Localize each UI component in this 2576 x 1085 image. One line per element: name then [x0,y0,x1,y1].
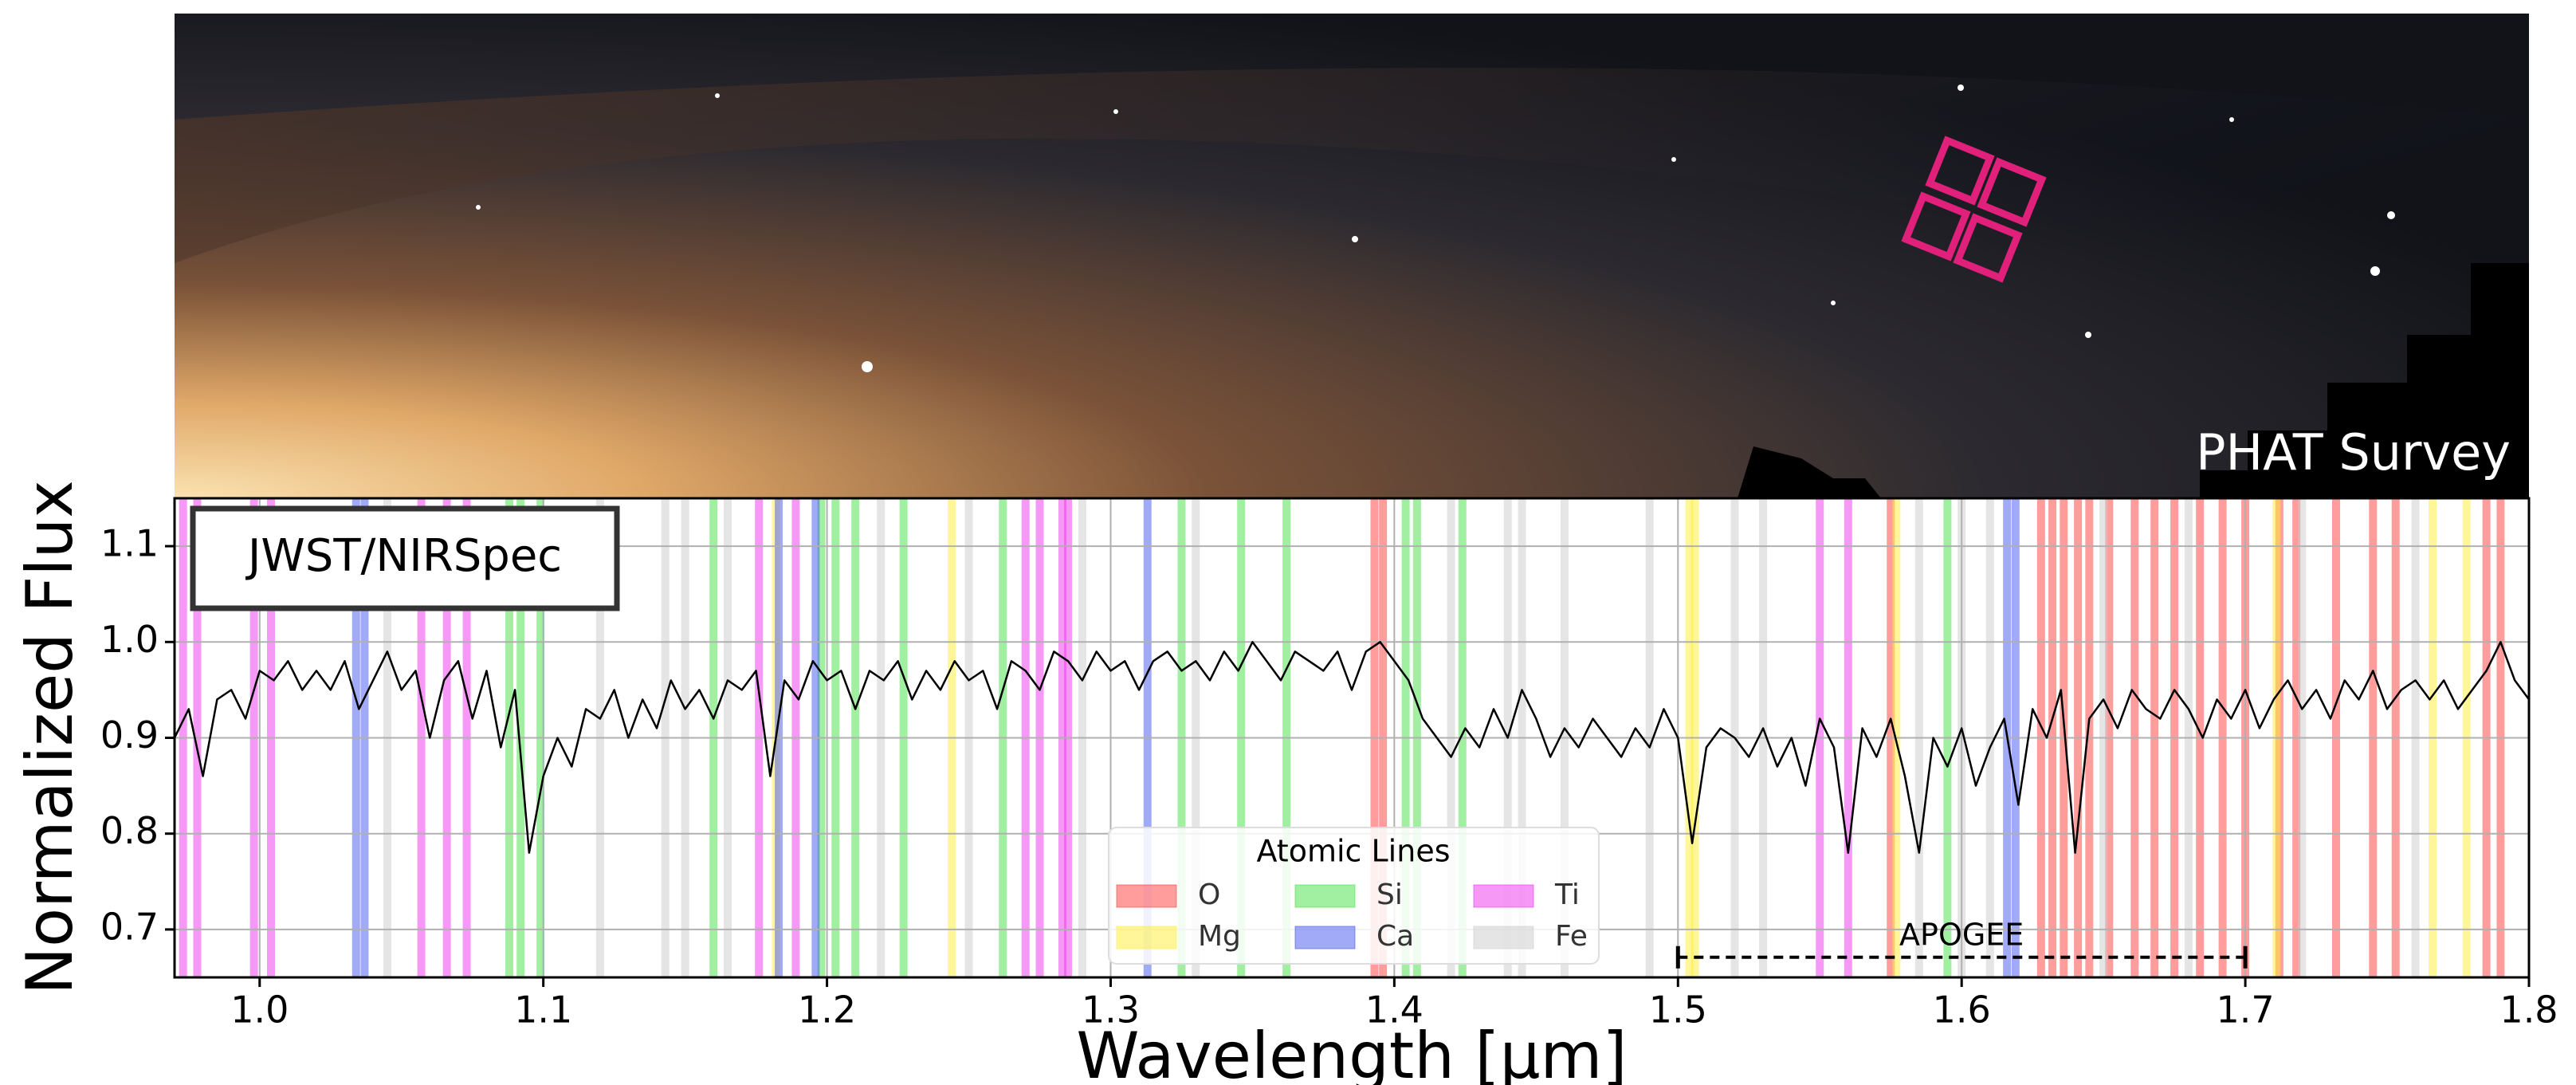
x-axis-label: Wavelength [μm] [1076,1019,1627,1085]
annotation-label: APOGEE [1899,917,2024,952]
legend-swatch [1473,926,1534,949]
legend-swatch [1294,926,1356,949]
legend-label: Ti [1554,879,1580,911]
y-tick-label: 1.1 [100,522,159,565]
spectrum-line [175,641,2529,854]
survey-photo: PHAT Survey [175,14,2529,498]
x-tick-label: 1.0 [230,989,289,1032]
instrument-box: JWST/NIRSpec [190,505,620,611]
legend-label: Fe [1555,920,1588,953]
legend: Atomic Lines O Mg Si Ca Ti Fe [1108,827,1600,965]
x-tick-label: 1.2 [798,989,856,1032]
x-tick-label: 1.5 [1649,989,1707,1032]
x-tick-label: 1.7 [2217,989,2275,1032]
y-axis-label: Normalized Flux [13,480,87,994]
y-tick-label: 0.7 [100,905,159,948]
legend-swatch [1473,884,1534,908]
spectrum [175,641,2529,854]
legend-label: Mg [1198,920,1241,953]
x-tick-label: 1.6 [1933,989,1991,1032]
legend-label: Si [1376,879,1403,911]
legend-label: O [1198,879,1220,911]
x-tick-label: 1.4 [1365,989,1423,1032]
instrument-label: JWST/NIRSpec [245,530,562,582]
x-tick-label: 1.1 [514,989,572,1032]
y-tick-label: 0.8 [100,809,159,852]
y-tick-label: 1.0 [100,618,159,661]
photo-label: PHAT Survey [2196,423,2511,482]
annotation: APOGEE [1675,917,2248,969]
legend-swatch [1116,926,1177,949]
x-tick-label: 1.3 [1082,989,1140,1032]
legend-label: Ca [1376,920,1414,953]
x-tick-label: 1.8 [2499,989,2558,1032]
legend-title: Atomic Lines [1256,834,1450,869]
legend-swatch [1294,884,1356,908]
y-tick-label: 0.9 [100,714,159,757]
axes: Wavelength [μm] Normalized Flux 0.7 0.8 0.… [13,480,2558,1085]
legend-swatch [1116,884,1177,908]
